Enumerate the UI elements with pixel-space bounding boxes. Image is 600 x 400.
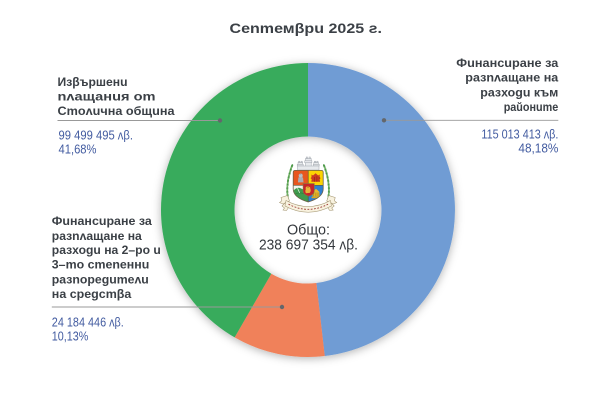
svg-text:Сmоʌuчна общuна: Сmоʌuчна общuна [58, 106, 176, 118]
svg-text:Изβършенu: Изβършенu [58, 77, 128, 89]
svg-text:разхоgu на 2–ро u: разхоgu на 2–ро u [52, 245, 161, 257]
svg-text:48,18%: 48,18% [518, 141, 558, 156]
svg-text:41,68%: 41,68% [59, 142, 97, 157]
svg-text:Сеnmемβрu 2025 ƨ.: Сеnmемβрu 2025 ƨ. [230, 20, 383, 36]
svg-text:разnʌащане на: разnʌащане на [52, 231, 143, 243]
svg-text:разхоgu към: разхоgu към [480, 87, 558, 99]
svg-text:Фuнансuране за: Фuнансuране за [456, 58, 559, 70]
svg-text:99 499 495 ʌβ.: 99 499 495 ʌβ. [59, 128, 134, 143]
svg-text:на среgсmβа: на среgсmβа [52, 289, 132, 301]
svg-text:Общо:: Общо: [287, 221, 330, 238]
svg-text:раŭонumе: раŭонumе [504, 102, 559, 114]
svg-text:3–mо сmеnеннu: 3–mо сmеnеннu [52, 260, 150, 272]
svg-text:238 697 354 ʌβ.: 238 697 354 ʌβ. [259, 237, 358, 254]
svg-text:10,13%: 10,13% [52, 329, 89, 344]
svg-text:nʌащанuя оm: nʌащанuя оm [58, 92, 156, 104]
svg-text:разnʌащане на: разnʌащане на [465, 73, 559, 85]
svg-text:Фuнансuране за: Фuнансuране за [52, 216, 153, 228]
svg-text:115 013 413 ʌβ.: 115 013 413 ʌβ. [481, 127, 558, 142]
svg-text:разnореgumеʌu: разnореgumеʌu [52, 274, 149, 286]
svg-text:24 184 446 ʌβ.: 24 184 446 ʌβ. [52, 314, 124, 329]
